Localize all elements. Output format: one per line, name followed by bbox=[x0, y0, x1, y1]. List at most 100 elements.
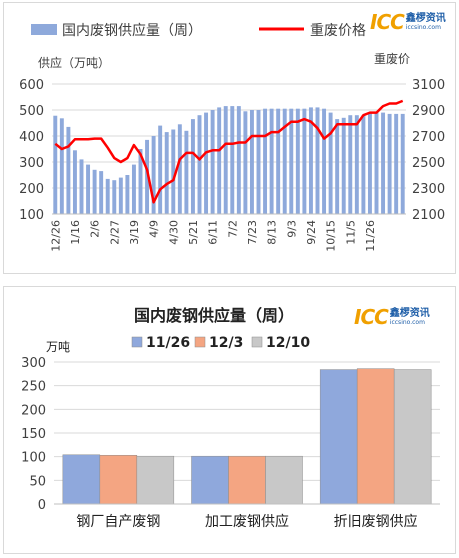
x-tick-label: 12/26 bbox=[49, 220, 62, 252]
supply-bar bbox=[118, 177, 123, 214]
category-label: 钢厂自产废钢 bbox=[76, 514, 160, 530]
supply-bar bbox=[394, 113, 399, 214]
x-tick-label: 5/21 bbox=[187, 220, 200, 245]
y-left-tick-label: 500 bbox=[19, 104, 44, 119]
legend-swatch-12-3 bbox=[194, 336, 206, 348]
legend-label: 12/10 bbox=[266, 335, 310, 351]
supply-bar bbox=[79, 159, 84, 214]
supply-bar bbox=[184, 130, 189, 214]
supply-bar bbox=[223, 106, 228, 214]
y-tick-label: 250 bbox=[21, 380, 46, 395]
x-tick-label: 1/16 bbox=[69, 220, 82, 245]
supply-bar bbox=[354, 115, 359, 214]
bar-11-26-1 bbox=[191, 455, 229, 505]
x-tick-label: 8/13 bbox=[266, 220, 279, 245]
supply-bar bbox=[348, 115, 353, 214]
supply-bar bbox=[217, 107, 222, 214]
supply-bar bbox=[387, 113, 392, 214]
x-tick-label: 10/15 bbox=[325, 220, 338, 252]
supply-bar bbox=[236, 106, 241, 214]
y-right-axis-title: 重废价 bbox=[374, 51, 410, 66]
supply-bar bbox=[92, 169, 97, 214]
y-left-tick-label: 300 bbox=[19, 156, 44, 171]
bar-12-10-2 bbox=[393, 369, 432, 505]
y-left-tick-label: 600 bbox=[19, 78, 44, 93]
y-tick-label: 50 bbox=[29, 474, 46, 489]
supply-breakdown-chart: 国内废钢供应量（周） 万吨 11/26 12/3 12/10 0 50 100 150 20… bbox=[21, 306, 440, 530]
y-tick-label: 0 bbox=[38, 498, 46, 513]
x-tick-label: 2/27 bbox=[108, 220, 121, 245]
supply-bar bbox=[374, 112, 379, 214]
supply-bar bbox=[230, 106, 235, 214]
supply-bar bbox=[263, 108, 268, 214]
supply-bar bbox=[400, 113, 405, 214]
supply-bar bbox=[289, 108, 294, 214]
supply-bar bbox=[190, 119, 195, 214]
supply-bar bbox=[112, 180, 117, 214]
supply-bar bbox=[276, 108, 281, 214]
bar-12-10-0 bbox=[136, 455, 175, 505]
supply-bar bbox=[164, 132, 169, 214]
logo-name: 鑫椤资讯 bbox=[405, 13, 446, 24]
x-tick-label: 7/23 bbox=[246, 220, 259, 245]
supply-bar bbox=[282, 108, 287, 214]
x-tick-label: 2/6 bbox=[89, 220, 102, 238]
bar-12-10-1 bbox=[265, 455, 303, 505]
supply-bar bbox=[171, 129, 176, 214]
y-tick-label: 150 bbox=[21, 427, 46, 442]
y-tick-label: 200 bbox=[21, 403, 46, 418]
supply-bar bbox=[158, 125, 163, 214]
price-line bbox=[54, 99, 404, 204]
x-tick-label: 11/26 bbox=[364, 220, 377, 252]
x-tick-label: 9/3 bbox=[285, 220, 298, 238]
x-tick-label: 9/24 bbox=[305, 220, 318, 245]
supply-bar bbox=[99, 171, 104, 214]
legend-label: 11/26 bbox=[146, 335, 190, 351]
supply-bar bbox=[197, 115, 202, 214]
supply-bar bbox=[308, 107, 313, 214]
supply-bar bbox=[105, 178, 110, 214]
bar-12-3-2 bbox=[356, 368, 395, 505]
supply-bar bbox=[341, 117, 346, 214]
supply-bar bbox=[66, 126, 71, 214]
chart-title: 国内废钢供应量（周） bbox=[134, 306, 294, 325]
y-left-axis-title: 供应（万吨） bbox=[38, 55, 110, 70]
icc-logo: ICC 鑫椤资讯 iccsino.com bbox=[370, 12, 446, 32]
supply-bar bbox=[210, 110, 215, 214]
y-right-tick-label: 2300 bbox=[412, 182, 445, 197]
supply-bar bbox=[256, 110, 261, 214]
supply-bar bbox=[59, 118, 64, 214]
supply-bar bbox=[322, 108, 327, 214]
y-right-tick-label: 2900 bbox=[412, 104, 445, 119]
y-tick-label: 300 bbox=[21, 356, 46, 371]
x-tick-label: 3/19 bbox=[128, 220, 141, 245]
y-axis-title: 万吨 bbox=[46, 340, 70, 354]
supply-bar bbox=[335, 119, 340, 214]
supply-bar bbox=[367, 112, 372, 214]
legend-swatch-11-26 bbox=[131, 336, 143, 348]
logo-name: 鑫椤资讯 bbox=[389, 308, 430, 319]
y-left-tick-label: 400 bbox=[19, 130, 44, 145]
supply-bar bbox=[72, 150, 77, 214]
y-right-tick-label: 2500 bbox=[412, 156, 445, 171]
supply-bar bbox=[204, 112, 209, 214]
legend-label-price: 重废价格 bbox=[310, 23, 366, 39]
supply-bar bbox=[145, 139, 150, 214]
x-tick-label: 11/5 bbox=[344, 220, 357, 245]
logo-brand: ICC bbox=[354, 305, 389, 329]
legend-label: 12/3 bbox=[209, 335, 243, 351]
y-left-tick-label: 100 bbox=[19, 208, 44, 223]
supply-bar bbox=[151, 136, 156, 214]
y-right-tick-label: 3100 bbox=[412, 78, 445, 93]
supply-bar bbox=[53, 115, 58, 214]
supply-bar bbox=[328, 112, 333, 214]
supply-price-chart: 100 200 300 400 500 600 2100 2300 2500 2700 2900 31… bbox=[19, 22, 445, 252]
supply-bar bbox=[249, 110, 254, 214]
x-tick-label: 7/2 bbox=[226, 220, 239, 238]
supply-bar bbox=[269, 108, 274, 214]
supply-bar bbox=[381, 112, 386, 214]
category-label: 加工废钢供应 bbox=[205, 513, 289, 530]
y-right-tick-label: 2700 bbox=[412, 130, 445, 145]
icc-logo: ICC 鑫椤资讯 iccsino.com bbox=[354, 307, 430, 327]
supply-breakdown-chart-panel: 国内废钢供应量（周） 万吨 11/26 12/3 12/10 0 50 100 150 20… bbox=[3, 286, 456, 554]
